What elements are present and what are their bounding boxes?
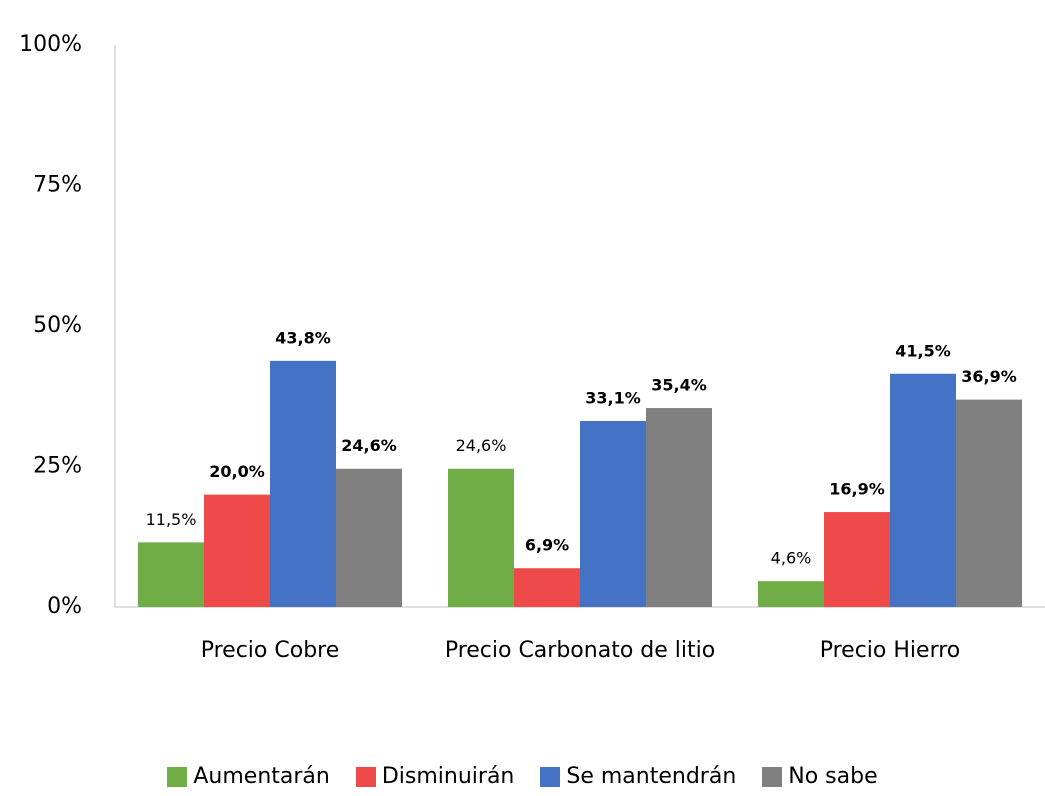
legend-item: Aumentarán bbox=[167, 764, 330, 789]
x-tick-label: Precio Hierro bbox=[819, 638, 961, 663]
legend-item: Disminuirán bbox=[355, 764, 515, 789]
legend-swatch bbox=[167, 766, 188, 787]
data-label: 11,5% bbox=[146, 510, 197, 529]
bar bbox=[758, 581, 824, 607]
bar bbox=[138, 542, 204, 607]
bar bbox=[448, 468, 514, 607]
legend-swatch bbox=[355, 766, 376, 787]
data-label: 4,6% bbox=[771, 549, 812, 568]
data-label: 24,6% bbox=[341, 436, 397, 455]
x-tick-label: Precio Cobre bbox=[200, 638, 340, 663]
legend-swatch bbox=[540, 766, 561, 787]
legend-label: No sabe bbox=[788, 764, 878, 789]
bar bbox=[580, 420, 646, 607]
data-label: 20,0% bbox=[209, 462, 265, 481]
bar bbox=[646, 408, 712, 607]
data-label: 43,8% bbox=[275, 328, 331, 347]
bar bbox=[956, 399, 1022, 607]
data-label: 16,9% bbox=[829, 480, 885, 499]
y-tick-label: 75% bbox=[33, 173, 82, 198]
legend: Aumentarán Disminuirán Se mantendrán No sab… bbox=[0, 764, 1045, 789]
legend-item: No sabe bbox=[762, 764, 878, 789]
data-label: 6,9% bbox=[525, 536, 569, 555]
bar bbox=[204, 494, 270, 607]
x-tick-label: Precio Carbonato de litio bbox=[444, 638, 716, 663]
data-label: 24,6% bbox=[456, 436, 507, 455]
bar bbox=[336, 468, 402, 607]
legend-label: Aumentarán bbox=[193, 764, 330, 789]
bar bbox=[824, 512, 890, 607]
bar bbox=[890, 373, 956, 607]
legend-label: Disminuirán bbox=[381, 764, 515, 789]
data-label: 35,4% bbox=[651, 376, 707, 395]
y-tick-label: 100% bbox=[19, 32, 82, 57]
y-tick-label: 50% bbox=[33, 313, 82, 338]
y-tick-label: 0% bbox=[47, 594, 82, 619]
data-label: 41,5% bbox=[895, 341, 951, 360]
legend-item: Se mantendrán bbox=[540, 764, 736, 789]
legend-label: Se mantendrán bbox=[566, 764, 737, 789]
data-label: 36,9% bbox=[961, 367, 1017, 386]
legend-swatch bbox=[762, 766, 783, 787]
data-label: 33,1% bbox=[585, 388, 641, 407]
bar bbox=[270, 360, 336, 607]
y-tick-label: 25% bbox=[33, 454, 82, 479]
bar bbox=[514, 568, 580, 607]
